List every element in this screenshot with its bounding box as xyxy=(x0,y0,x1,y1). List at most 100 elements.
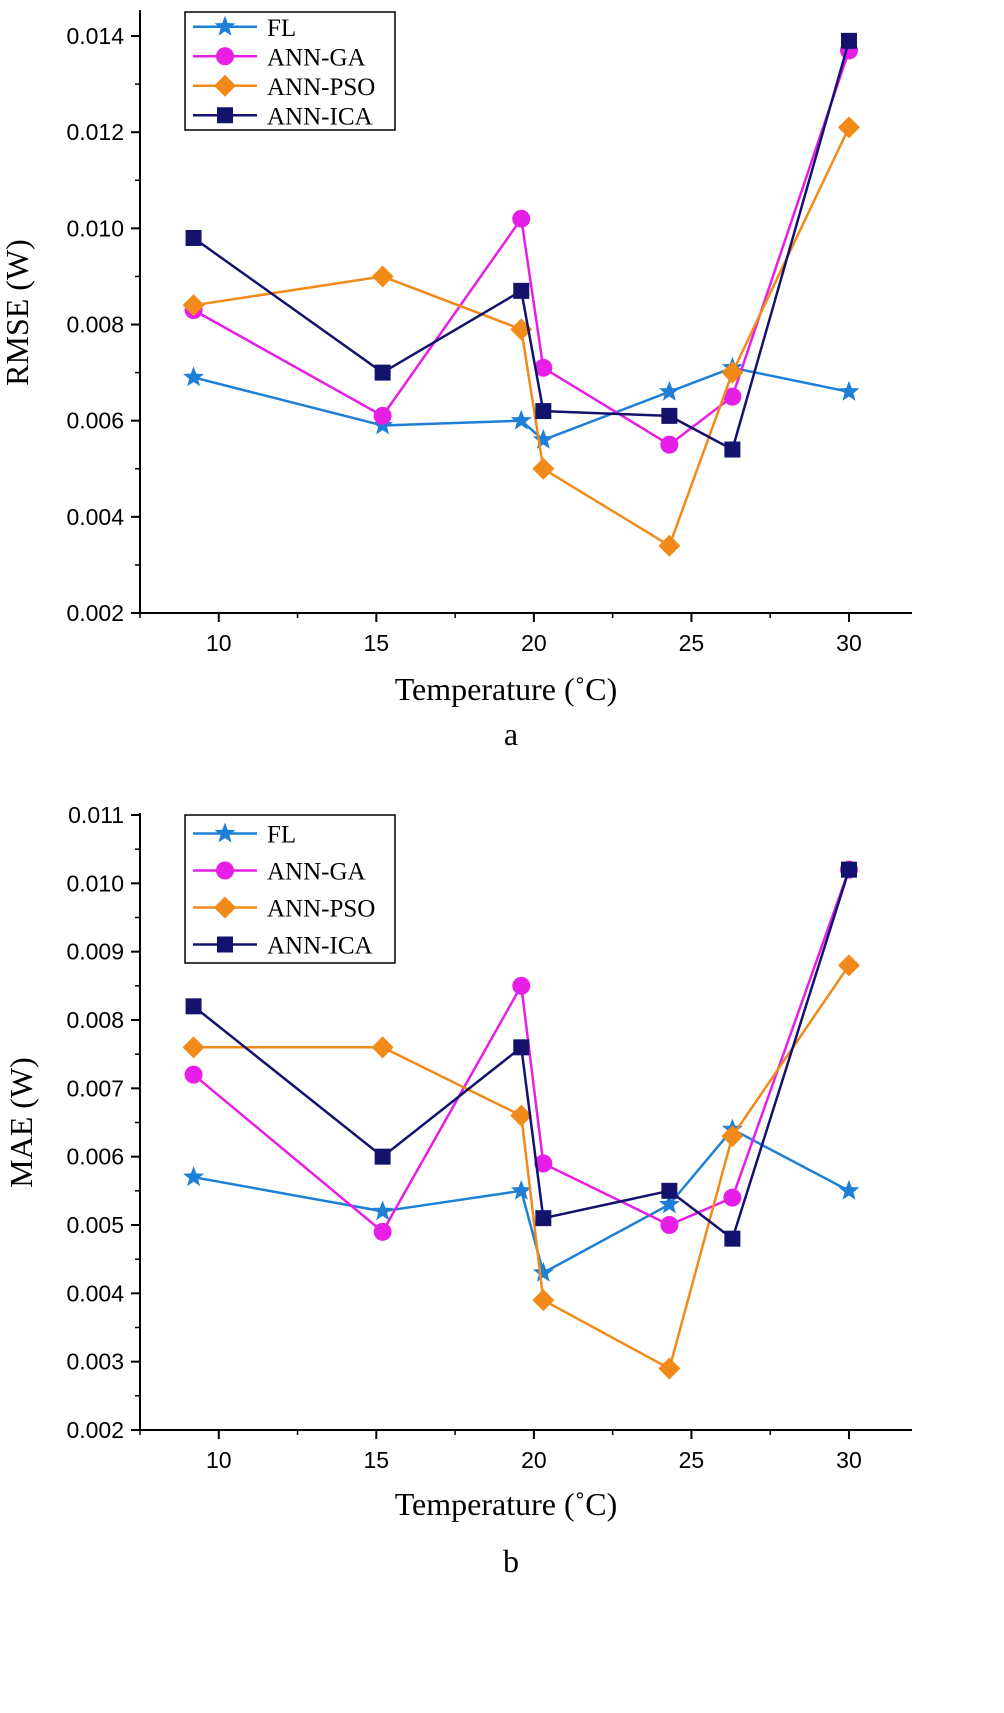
data-point-ann-ica xyxy=(374,364,391,381)
x-tick-label: 20 xyxy=(521,1447,547,1473)
panel-b-chart: 0.002 0.003 0.004 0.005 0.006 0.007 0.008 0.009… xyxy=(3,802,912,1579)
data-point-ann-ica xyxy=(661,407,678,424)
legend-marker-ann-ga xyxy=(216,861,234,880)
y-axis-title: RMSE (W) xyxy=(0,239,35,386)
x-tick-label: 15 xyxy=(364,630,390,656)
data-point-ann-ica xyxy=(513,1039,530,1056)
y-tick-label: 0.002 xyxy=(66,1417,124,1443)
y-tick-label: 0.004 xyxy=(66,504,124,530)
data-point-ann-ga xyxy=(660,1216,679,1234)
data-point-fl xyxy=(658,380,680,401)
y-tick-label: 0.010 xyxy=(66,215,124,241)
data-point-fl xyxy=(372,1200,394,1221)
legend-label-ann-pso: ANN-PSO xyxy=(267,74,375,101)
data-point-ann-ga xyxy=(512,209,531,228)
y-tick-label: 0.002 xyxy=(66,600,124,626)
legend-label-ann-ga: ANN-GA xyxy=(267,859,366,886)
legend-label-ann-ica: ANN-ICA xyxy=(267,103,373,130)
data-point-ann-pso xyxy=(721,361,744,384)
y-tick-label: 0.005 xyxy=(66,1212,124,1238)
x-tick-label: 15 xyxy=(364,1447,390,1473)
x-axis-title: Temperature (˚C) xyxy=(395,671,618,707)
data-point-ann-pso xyxy=(532,457,555,480)
data-point-ann-ga xyxy=(723,1188,742,1207)
panel-label: b xyxy=(503,1543,519,1579)
x-axis-title: Temperature (˚C) xyxy=(395,1486,618,1522)
data-point-fl xyxy=(510,1179,532,1200)
legend-label-fl: FL xyxy=(267,822,296,849)
data-point-ann-ga xyxy=(723,387,742,406)
y-tick-label: 0.008 xyxy=(66,312,124,338)
data-point-ann-ga xyxy=(184,1065,203,1084)
data-point-fl xyxy=(510,409,532,430)
legend-marker-fl xyxy=(214,15,236,36)
legend-label-ann-ica: ANN-ICA xyxy=(267,933,373,960)
y-tick-label: 0.006 xyxy=(66,1144,124,1170)
x-tick-label: 30 xyxy=(836,630,862,656)
y-tick-label: 0.009 xyxy=(66,939,124,965)
data-point-ann-ga xyxy=(660,435,679,454)
data-point-ann-ica xyxy=(840,861,857,878)
data-point-fl xyxy=(183,366,205,387)
legend-marker-ann-ga xyxy=(216,47,234,66)
data-point-fl xyxy=(183,1166,205,1187)
x-tick-label: 30 xyxy=(836,1447,862,1473)
x-tick-label: 25 xyxy=(679,1447,705,1473)
y-tick-label: 0.010 xyxy=(66,870,124,896)
data-point-ann-ica xyxy=(185,229,202,246)
data-point-ann-ica xyxy=(840,32,857,49)
data-point-ann-pso xyxy=(510,1104,533,1127)
data-point-ann-ga xyxy=(534,358,553,377)
y-tick-label: 0.008 xyxy=(66,1007,124,1033)
data-point-ann-pso xyxy=(371,265,394,288)
data-point-ann-ga xyxy=(534,1154,553,1173)
data-point-fl xyxy=(658,1193,680,1214)
y-tick-label: 0.011 xyxy=(68,802,124,828)
legend-marker-fl xyxy=(214,822,236,843)
data-point-ann-ga xyxy=(373,406,392,425)
data-point-ann-pso xyxy=(837,954,860,977)
data-point-ann-ica xyxy=(661,1182,678,1199)
legend-marker-ann-pso xyxy=(214,74,236,97)
legend-marker-ann-ica xyxy=(217,936,233,953)
data-point-ann-pso xyxy=(371,1036,394,1059)
y-tick-label: 0.004 xyxy=(66,1280,124,1306)
data-point-ann-ica xyxy=(513,282,530,299)
panel-label: a xyxy=(504,716,518,752)
x-tick-label: 20 xyxy=(521,630,547,656)
x-tick-label: 10 xyxy=(206,630,232,656)
y-tick-label: 0.012 xyxy=(66,119,124,145)
data-point-fl xyxy=(838,1179,860,1200)
data-point-ann-pso xyxy=(182,294,205,317)
data-point-ann-ica xyxy=(724,1230,741,1247)
data-point-ann-ica xyxy=(724,441,741,458)
data-point-ann-pso xyxy=(532,1289,555,1312)
y-tick-label: 0.006 xyxy=(66,408,124,434)
x-tick-label: 10 xyxy=(206,1447,232,1473)
legend-label-ann-ga: ANN-GA xyxy=(267,44,366,71)
data-point-fl xyxy=(532,428,554,449)
data-point-ann-pso xyxy=(658,1357,681,1380)
panel-a-chart: 0.002 0.004 0.006 0.008 0.010 0.012 0.014 10 15 2… xyxy=(0,10,912,752)
legend-label-ann-pso: ANN-PSO xyxy=(267,896,375,923)
data-point-ann-ica xyxy=(374,1148,391,1165)
series-line-fl xyxy=(193,1128,850,1275)
data-point-ann-pso xyxy=(721,1125,744,1148)
data-point-ann-ga xyxy=(512,976,531,995)
data-point-ann-ga xyxy=(373,1222,392,1241)
data-point-ann-ica xyxy=(535,1210,552,1227)
series-line-ann-pso xyxy=(193,964,851,1370)
data-point-ann-pso xyxy=(182,1036,205,1059)
y-tick-label: 0.007 xyxy=(66,1075,124,1101)
data-point-fl xyxy=(838,380,860,401)
y-tick-label: 0.003 xyxy=(66,1349,124,1375)
y-axis-title: MAE (W) xyxy=(3,1057,39,1188)
legend-marker-ann-ica xyxy=(217,107,233,124)
x-tick-label: 25 xyxy=(679,630,705,656)
legend: FL ANN-GA ANN-PSO ANN-ICA xyxy=(184,814,396,964)
series-line-fl xyxy=(193,366,850,442)
legend-label-fl: FL xyxy=(267,15,296,42)
data-point-fl xyxy=(532,1261,554,1282)
